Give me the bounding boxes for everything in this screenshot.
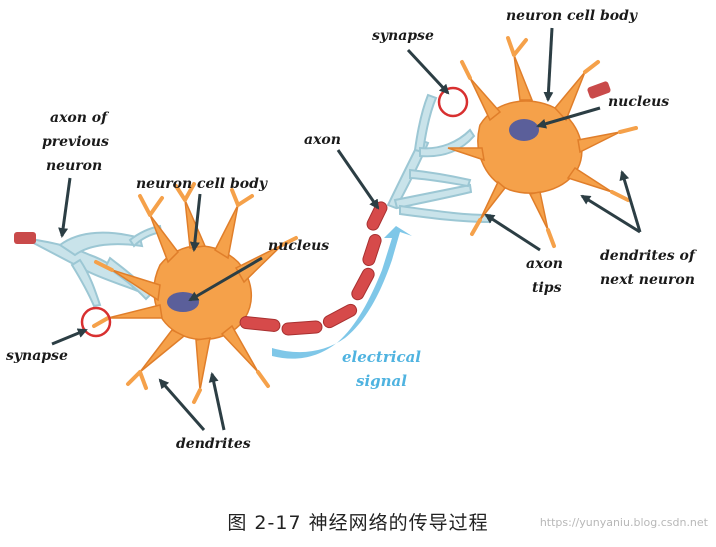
label-axon-tips-1: axon [526, 256, 563, 272]
axon [239, 201, 388, 336]
synapse-circle-left [80, 306, 112, 338]
label-synapse-left: synapse [6, 348, 68, 364]
left-nucleus [167, 292, 199, 312]
left-neuron-cell-body [92, 182, 298, 404]
label-axon-tips-2: tips [532, 280, 562, 296]
label-dendrites-next-1: dendrites of [600, 248, 698, 264]
label-electrical-2: signal [356, 372, 407, 390]
label-nucleus-left: nucleus [268, 238, 329, 254]
label-axon: axon [304, 132, 341, 148]
figure-caption: 图 2-17 神经网络的传导过程 [227, 512, 489, 534]
right-nucleus [509, 119, 539, 141]
label-dendrites-next-2: next neuron [600, 272, 695, 288]
label-neuron-cell-body-top: neuron cell body [506, 8, 638, 24]
label-axon-of-previous-1: axon of [50, 110, 110, 126]
synapse-circle-top [437, 86, 469, 118]
pointer-arrows [51, 27, 642, 431]
neuron-diagram: synapse neuron cell body nucleus axon of… [6, 8, 698, 452]
label-electrical-1: electrical [342, 348, 421, 366]
label-dendrites: dendrites [176, 436, 251, 452]
watermark: https://yunyaniu.blog.csdn.net [539, 516, 708, 529]
label-nucleus-top: nucleus [608, 94, 669, 110]
label-axon-of-previous-3: neuron [46, 158, 102, 174]
previous-neuron-axon-tips [23, 224, 163, 308]
label-axon-of-previous-2: previous [42, 134, 109, 150]
right-neuron-cell-body [447, 36, 638, 248]
label-neuron-cell-body-left: neuron cell body [136, 176, 268, 192]
previous-axon-stub [14, 232, 36, 244]
next-axon-stub [587, 81, 611, 99]
right-axon-tips [386, 93, 491, 224]
label-synapse-top: synapse [372, 28, 434, 44]
